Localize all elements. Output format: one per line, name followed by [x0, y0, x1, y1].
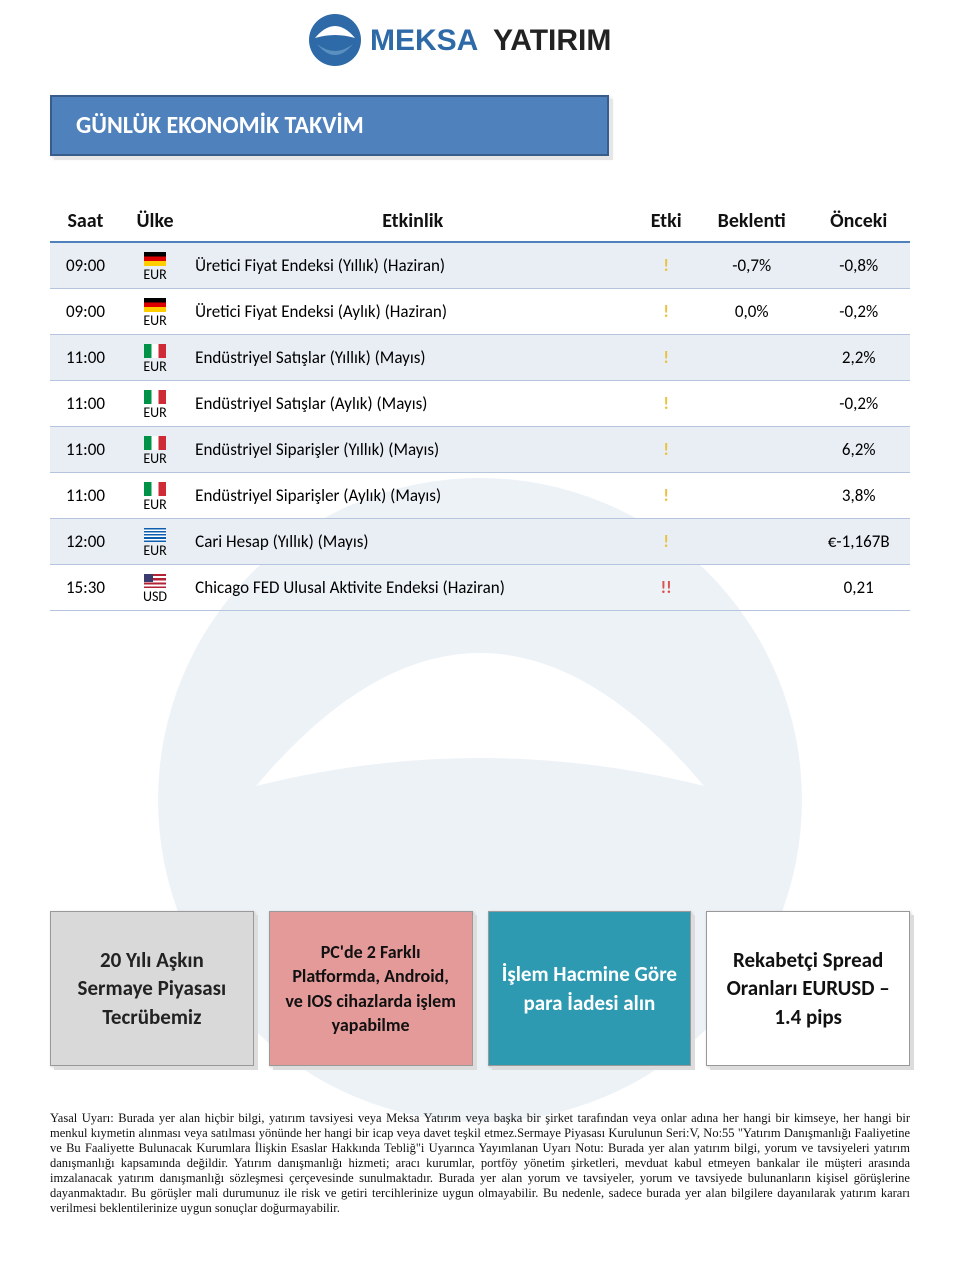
col-country: Ülke: [121, 201, 189, 242]
it-flag-icon: [144, 344, 166, 358]
economic-calendar-table: Saat Ülke Etkinlik Etki Beklenti Önceki …: [50, 201, 910, 611]
currency-code: EUR: [127, 406, 183, 420]
col-time: Saat: [50, 201, 121, 242]
table-row: 11:00 EUR Endüstriyel Satışlar (Yıllık) (M…: [50, 335, 910, 381]
de-flag-icon: [144, 298, 166, 312]
currency-code: EUR: [127, 452, 183, 466]
cell-country: EUR: [121, 427, 189, 473]
cell-event: Üretici Fiyat Endeksi (Aylık) (Haziran): [189, 289, 636, 335]
cell-time: 12:00: [50, 519, 121, 565]
cell-previous: -0,8%: [807, 242, 910, 289]
cell-forecast: [696, 427, 807, 473]
cell-time: 15:30: [50, 565, 121, 611]
currency-code: EUR: [127, 314, 183, 328]
cell-time: 11:00: [50, 473, 121, 519]
it-flag-icon: [144, 390, 166, 404]
cell-event: Endüstriyel Satışlar (Aylık) (Mayıs): [189, 381, 636, 427]
table-header-row: Saat Ülke Etkinlik Etki Beklenti Önceki: [50, 201, 910, 242]
cell-time: 09:00: [50, 289, 121, 335]
table-row: 09:00 EUR Üretici Fiyat Endeksi (Aylık) (H…: [50, 289, 910, 335]
feature-card: Rekabetçi Spread Oranları EURUSD – 1.4 p…: [706, 911, 910, 1066]
cell-impact: !: [636, 242, 696, 289]
cell-event: Endüstriyel Siparişler (Yıllık) (Mayıs): [189, 427, 636, 473]
cell-forecast: [696, 473, 807, 519]
currency-code: EUR: [127, 498, 183, 512]
currency-code: USD: [127, 590, 183, 604]
feature-card: PC'de 2 Farklı Platformda, Android, ve I…: [269, 911, 473, 1066]
svg-text:MEKSA YATIRIM: MEKSA YATIRIM: [370, 24, 611, 57]
cell-impact: !: [636, 335, 696, 381]
page-container: MEKSA YATIRIM GÜNLÜK EKONOMİK TAKVİM Saa…: [0, 0, 960, 1246]
table-row: 11:00 EUR Endüstriyel Satışlar (Aylık) (Ma…: [50, 381, 910, 427]
cell-country: EUR: [121, 335, 189, 381]
cell-impact: !: [636, 519, 696, 565]
feature-card: 20 Yılı Aşkın Sermaye Piyasası Tecrübemi…: [50, 911, 254, 1066]
brand-logo: MEKSA YATIRIM: [50, 0, 910, 95]
cell-time: 11:00: [50, 381, 121, 427]
cell-forecast: 0,0%: [696, 289, 807, 335]
gr-flag-icon: [144, 528, 166, 542]
it-flag-icon: [144, 436, 166, 450]
table-row: 11:00 EUR Endüstriyel Siparişler (Aylık) (…: [50, 473, 910, 519]
cell-previous: -0,2%: [807, 381, 910, 427]
cell-event: Endüstriyel Satışlar (Yıllık) (Mayıs): [189, 335, 636, 381]
cell-impact: !: [636, 473, 696, 519]
cell-event: Endüstriyel Siparişler (Aylık) (Mayıs): [189, 473, 636, 519]
cell-country: EUR: [121, 381, 189, 427]
cell-country: EUR: [121, 242, 189, 289]
cell-time: 09:00: [50, 242, 121, 289]
currency-code: EUR: [127, 544, 183, 558]
cell-forecast: [696, 381, 807, 427]
table-row: 11:00 EUR Endüstriyel Siparişler (Yıllık) …: [50, 427, 910, 473]
cell-previous: 0,21: [807, 565, 910, 611]
table-row: 15:30 USD Chicago FED Ulusal Aktivite Ende…: [50, 565, 910, 611]
col-event: Etkinlik: [189, 201, 636, 242]
cell-forecast: [696, 519, 807, 565]
cell-time: 11:00: [50, 335, 121, 381]
legal-disclaimer: Yasal Uyarı: Burada yer alan hiçbir bilg…: [50, 1111, 910, 1216]
cell-time: 11:00: [50, 427, 121, 473]
cell-forecast: [696, 335, 807, 381]
col-previous: Önceki: [807, 201, 910, 242]
currency-code: EUR: [127, 268, 183, 282]
cell-impact: !: [636, 381, 696, 427]
cell-previous: -0,2%: [807, 289, 910, 335]
feature-card: İşlem Hacmine Göre para İadesi alın: [488, 911, 692, 1066]
cell-country: EUR: [121, 519, 189, 565]
feature-cards-row: 20 Yılı Aşkın Sermaye Piyasası Tecrübemi…: [50, 911, 910, 1066]
us-flag-icon: [144, 574, 166, 588]
cell-country: EUR: [121, 473, 189, 519]
cell-event: Chicago FED Ulusal Aktivite Endeksi (Haz…: [189, 565, 636, 611]
cell-previous: 2,2%: [807, 335, 910, 381]
cell-forecast: -0,7%: [696, 242, 807, 289]
col-impact: Etki: [636, 201, 696, 242]
cell-impact: !: [636, 427, 696, 473]
cell-impact: !!: [636, 565, 696, 611]
it-flag-icon: [144, 482, 166, 496]
table-row: 09:00 EUR Üretici Fiyat Endeksi (Yıllık) (…: [50, 242, 910, 289]
cell-previous: 3,8%: [807, 473, 910, 519]
de-flag-icon: [144, 252, 166, 266]
cell-event: Üretici Fiyat Endeksi (Yıllık) (Haziran): [189, 242, 636, 289]
table-row: 12:00 EUR Cari Hesap (Yıllık) (Mayıs)! €-1,…: [50, 519, 910, 565]
col-forecast: Beklenti: [696, 201, 807, 242]
currency-code: EUR: [127, 360, 183, 374]
cell-previous: 6,2%: [807, 427, 910, 473]
page-title: GÜNLÜK EKONOMİK TAKVİM: [50, 95, 609, 156]
cell-event: Cari Hesap (Yıllık) (Mayıs): [189, 519, 636, 565]
cell-previous: €-1,167B: [807, 519, 910, 565]
cell-impact: !: [636, 289, 696, 335]
cell-country: USD: [121, 565, 189, 611]
cell-forecast: [696, 565, 807, 611]
cell-country: EUR: [121, 289, 189, 335]
brand-icon: [309, 14, 361, 66]
